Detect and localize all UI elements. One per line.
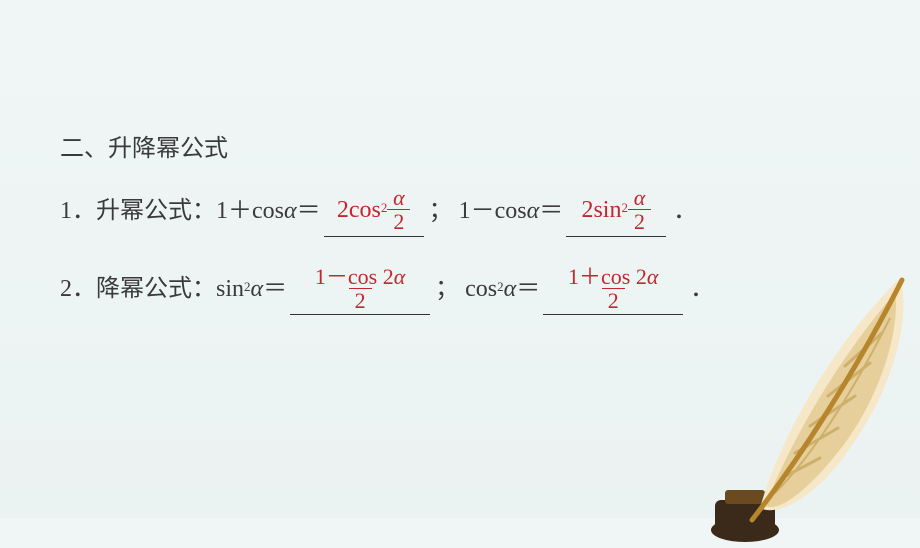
item2-label: 2．降幂公式： <box>60 270 216 308</box>
txt: 1＋cos <box>216 192 284 230</box>
answer-1b: 2sin 2 α 2 <box>581 186 651 233</box>
num: α <box>391 186 407 209</box>
num-b: α <box>394 264 406 289</box>
equals: ＝ <box>539 192 563 230</box>
den: 2 <box>602 288 625 312</box>
exp: 2 <box>497 277 504 298</box>
section-heading: 二、升降幂公式 <box>60 130 714 168</box>
num: 1－cos 2α <box>313 265 407 288</box>
equals: ＝ <box>516 270 540 308</box>
quill-icon <box>670 268 920 548</box>
blank-1b: 2sin 2 α 2 <box>566 186 666 236</box>
coef: 2sin <box>581 191 621 229</box>
blank-2a: 1－cos 2α 2 <box>290 265 430 315</box>
alpha: α <box>251 270 264 308</box>
blank-2b: 1＋cos 2α 2 <box>543 265 683 315</box>
answer-2b: 1＋cos 2α 2 <box>566 265 660 312</box>
item1-label: 1．升幂公式： <box>60 192 216 230</box>
exp: 2 <box>244 277 251 298</box>
num: α <box>632 186 648 209</box>
alpha: α <box>504 270 517 308</box>
item1-lhs1: 1＋cos α ＝ <box>216 192 321 230</box>
sep: ； <box>429 192 453 230</box>
fn: cos <box>465 270 497 308</box>
answer-2a: 1－cos 2α 2 <box>313 265 407 312</box>
formula-row-1: 1．升幂公式： 1＋cos α ＝ 2cos 2 α 2 ； 1－cos α ＝ <box>60 186 714 236</box>
blank-1a: 2cos 2 α 2 <box>324 186 424 236</box>
fn: sin <box>216 270 244 308</box>
answer-1a: 2cos 2 α 2 <box>337 186 411 233</box>
den: 2 <box>387 209 410 233</box>
sep: ； <box>435 270 459 308</box>
num-b: α <box>647 264 659 289</box>
alpha: α <box>527 192 540 230</box>
frac: α 2 <box>387 186 410 233</box>
num-a: 1－cos 2 <box>315 264 394 289</box>
exp: 2 <box>381 198 388 219</box>
frac: α 2 <box>628 186 651 233</box>
formula-row-2: 2．降幂公式： sin 2 α ＝ 1－cos 2α 2 ； cos 2 α ＝ <box>60 265 714 315</box>
den: 2 <box>628 209 651 233</box>
txt: 1－cos <box>459 192 527 230</box>
num: 1＋cos 2α <box>566 265 660 288</box>
alpha: α <box>284 192 297 230</box>
item2-lhs1: sin 2 α ＝ <box>216 270 287 308</box>
den: 2 <box>349 288 372 312</box>
coef: 2cos <box>337 191 381 229</box>
equals: ＝ <box>263 270 287 308</box>
item2-lhs2: cos 2 α ＝ <box>465 270 540 308</box>
item1-lhs2: 1－cos α ＝ <box>459 192 564 230</box>
exp: 2 <box>621 198 628 219</box>
equals: ＝ <box>297 192 321 230</box>
period: ． <box>673 192 697 230</box>
num-a: 1＋cos 2 <box>568 264 647 289</box>
